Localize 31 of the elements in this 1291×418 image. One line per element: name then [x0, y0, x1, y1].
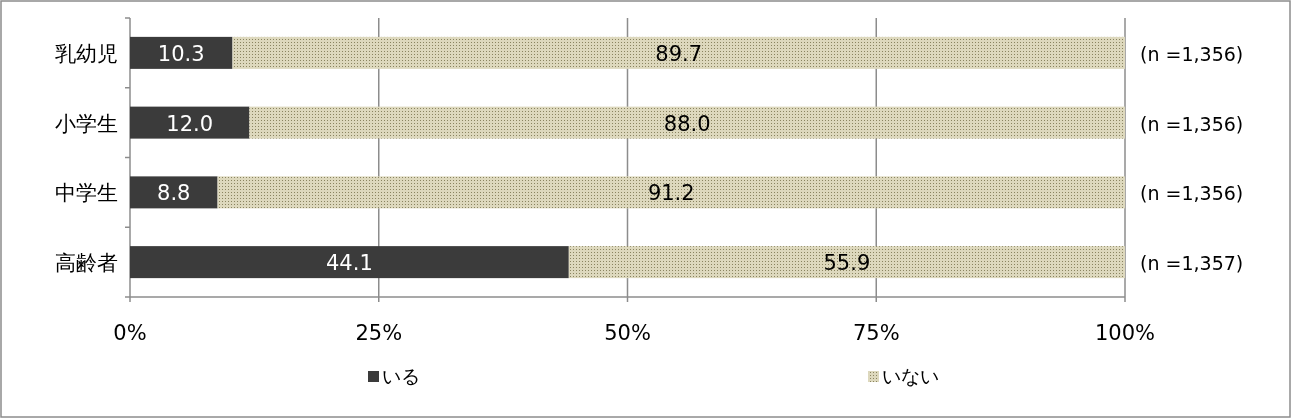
- legend-label: いない: [882, 365, 939, 387]
- data-label: 55.9: [823, 251, 871, 276]
- x-tick-label: 100%: [1094, 321, 1156, 345]
- x-tick-label: 25%: [355, 321, 403, 345]
- x-tick-label: 75%: [852, 321, 900, 345]
- legend-label: いる: [382, 365, 420, 387]
- x-tick-label: 0%: [113, 321, 147, 345]
- x-tick-label: 50%: [604, 321, 651, 345]
- data-label: 8.8: [157, 181, 191, 206]
- bar: [130, 246, 569, 279]
- bar: [130, 36, 233, 69]
- bar: [232, 36, 1125, 69]
- data-label: 89.7: [655, 41, 703, 66]
- data-label: 91.2: [647, 181, 695, 206]
- data-label: 88.0: [663, 111, 711, 136]
- text: (n =1,356): [1140, 42, 1244, 65]
- y-tick-label: 高齢者: [55, 251, 118, 276]
- data-label: 10.3: [157, 41, 205, 66]
- data-label: 12.0: [166, 111, 214, 136]
- y-tick-label: 小学生: [55, 111, 118, 136]
- bar: [568, 246, 1125, 279]
- bar: [249, 106, 1125, 139]
- bar: [130, 106, 250, 139]
- text: (n =1,356): [1140, 112, 1244, 135]
- bar: [130, 176, 218, 209]
- data-label: 44.1: [326, 251, 373, 276]
- bar: [217, 176, 1125, 209]
- y-tick-label: 中学生: [55, 181, 118, 206]
- text: (n =1,357): [1140, 252, 1244, 275]
- text: (n =1,356): [1140, 182, 1244, 205]
- y-tick-label: 乳幼児: [55, 41, 118, 66]
